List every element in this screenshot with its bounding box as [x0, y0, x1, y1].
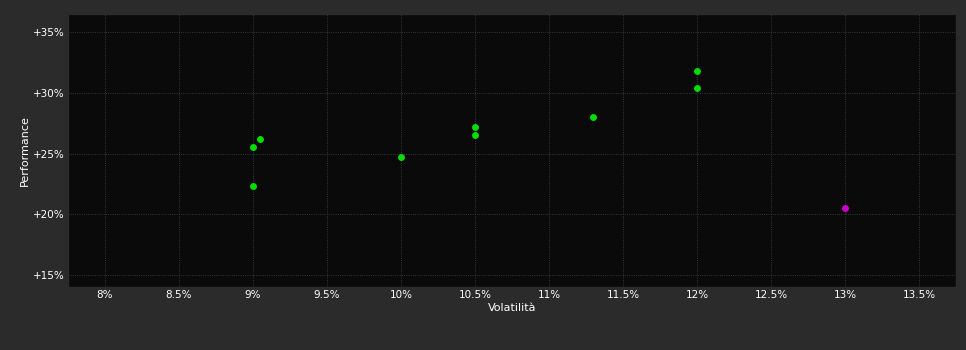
Y-axis label: Performance: Performance — [20, 115, 30, 186]
Point — [585, 114, 601, 120]
Point — [690, 68, 705, 74]
Point — [245, 145, 261, 150]
Point — [468, 124, 483, 130]
Point — [252, 136, 268, 142]
Point — [690, 85, 705, 91]
Point — [468, 133, 483, 138]
X-axis label: Volatilità: Volatilità — [488, 302, 536, 313]
Point — [245, 183, 261, 189]
Point — [393, 154, 409, 160]
Point — [838, 205, 853, 211]
